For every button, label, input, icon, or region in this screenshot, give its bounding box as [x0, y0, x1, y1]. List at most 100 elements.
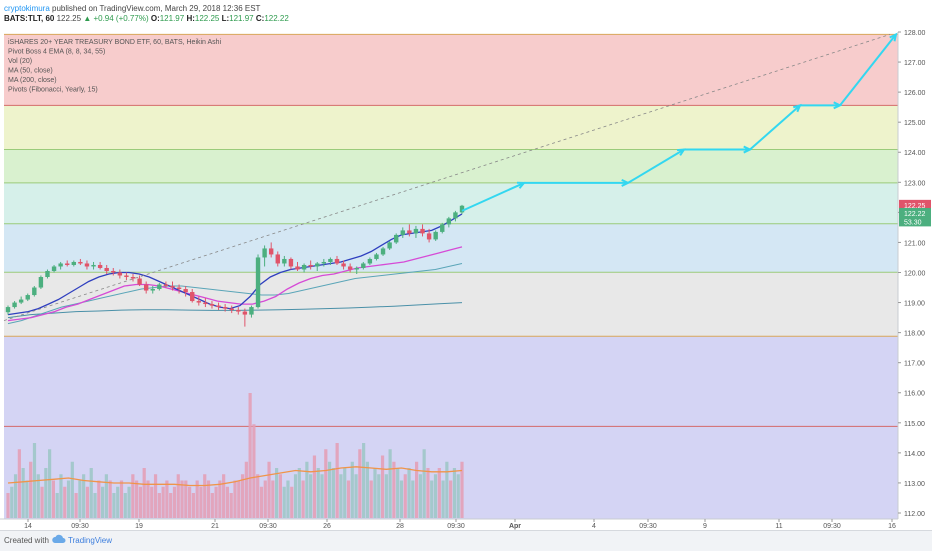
volume-bar	[210, 493, 214, 518]
projection-arrowhead	[889, 32, 898, 42]
volume-bar	[290, 486, 294, 518]
volume-bar	[188, 486, 192, 518]
volume-bar	[97, 480, 101, 518]
price-tick-label: 112.00	[904, 511, 925, 518]
volume-bar	[206, 480, 211, 518]
volume-bar	[142, 468, 146, 518]
price-axis[interactable]: 128.00 127.00 126.00 125.00 124.00 123.00 122.…	[897, 30, 932, 519]
author-link[interactable]: cryptokimura	[4, 4, 50, 13]
pivot-zone	[4, 34, 898, 106]
volume-bar	[263, 480, 267, 518]
candle-body	[203, 302, 208, 305]
volume-bar	[78, 480, 82, 518]
price-axis-bg	[898, 32, 932, 519]
candle-body	[275, 254, 280, 264]
volume-bar	[10, 486, 14, 518]
created-with-label: Created with	[4, 536, 49, 545]
volume-bar	[240, 474, 245, 518]
candle-body	[321, 261, 327, 264]
legend-line: MA (200, close)	[8, 77, 57, 84]
volume-bar	[222, 474, 226, 518]
volume-bar	[74, 493, 78, 518]
volume-bar	[70, 461, 74, 518]
candle-body	[400, 230, 405, 235]
volume-bar	[123, 493, 127, 518]
volume-bar	[116, 486, 120, 518]
volume-bar	[218, 480, 222, 518]
price-tick-label: 115.00	[904, 421, 925, 428]
volume-bar	[176, 474, 180, 518]
volume-bar	[339, 474, 343, 518]
candle-body	[143, 284, 149, 291]
price-tick-label: 113.00	[904, 481, 925, 488]
tradingview-link[interactable]: TradingView	[68, 536, 113, 545]
price-tag	[899, 199, 931, 210]
candle-body	[38, 277, 44, 288]
candle-body	[150, 289, 155, 291]
volume-bar	[48, 449, 52, 518]
volume-bar	[157, 493, 161, 518]
volume-bar	[51, 480, 55, 518]
candle-body	[413, 228, 419, 234]
candle-body	[446, 218, 452, 225]
trendline	[3, 34, 891, 321]
time-tick-label: 16	[888, 523, 896, 530]
candle-body	[380, 248, 386, 255]
volume-bar	[418, 474, 422, 518]
volume-bar	[225, 486, 230, 518]
volume-bar	[365, 461, 370, 518]
volume-bar	[89, 468, 93, 518]
volume-bar	[191, 493, 195, 518]
symbol-label: BATS:TLT, 60	[4, 14, 55, 23]
volume-bar	[21, 468, 25, 518]
chart-header: cryptokimura published on TradingView.co…	[0, 0, 932, 32]
volume-bar	[172, 486, 177, 518]
volume-bar	[377, 474, 381, 518]
last-price: 122.25	[56, 14, 82, 23]
candle-body	[242, 311, 248, 315]
candle-body	[216, 305, 221, 308]
volume-bar	[305, 461, 309, 518]
open-label: O:	[150, 14, 160, 23]
volume-bar	[17, 449, 21, 518]
volume-bar	[271, 480, 275, 518]
projection-segment	[839, 33, 897, 106]
price-tag-label: 122.25	[904, 203, 926, 210]
candle-body	[124, 275, 129, 278]
publish-info: published on TradingView.com, March 29, …	[49, 4, 261, 13]
candle-body	[453, 212, 458, 219]
volume-bar	[29, 461, 33, 518]
price-tick-label: 123.00	[904, 180, 926, 187]
price-tick-label: 121.00	[904, 240, 926, 247]
volume-bar	[388, 449, 392, 518]
candle-body	[288, 258, 294, 267]
candle-body	[183, 289, 188, 293]
volume-bar	[229, 493, 233, 518]
pivot-zone	[4, 182, 898, 224]
price-tick-label: 127.00	[904, 60, 926, 67]
volume-bar	[93, 493, 97, 518]
candle-body	[97, 264, 103, 268]
volume-bar	[267, 461, 271, 518]
candle-body	[104, 267, 109, 271]
volume-bar	[316, 468, 320, 518]
volume-bar	[112, 493, 116, 518]
time-tick-label: 26	[323, 523, 331, 530]
volume-bar	[104, 474, 108, 518]
volume-bar	[127, 486, 131, 518]
legend-line: Vol (20)	[8, 58, 32, 65]
chart[interactable]: 128.00 127.00 126.00 125.00 124.00 123.00 122.…	[0, 0, 932, 530]
candle-body	[301, 264, 307, 270]
time-axis[interactable]: 14 09:30 19 21 09:30 26 28 09:30 Apr 4 09:30 9 11 09:…	[0, 518, 932, 530]
candle-body	[367, 258, 373, 264]
candle-body	[341, 263, 346, 267]
volume-bar	[195, 480, 199, 518]
close-value: 122.22	[264, 14, 289, 23]
volume-bar	[252, 424, 256, 518]
price-tick-label: 119.00	[904, 301, 925, 308]
candle-body	[249, 307, 254, 315]
candle-body	[78, 261, 83, 264]
volume-bar	[324, 449, 328, 518]
candle-body	[12, 302, 17, 308]
